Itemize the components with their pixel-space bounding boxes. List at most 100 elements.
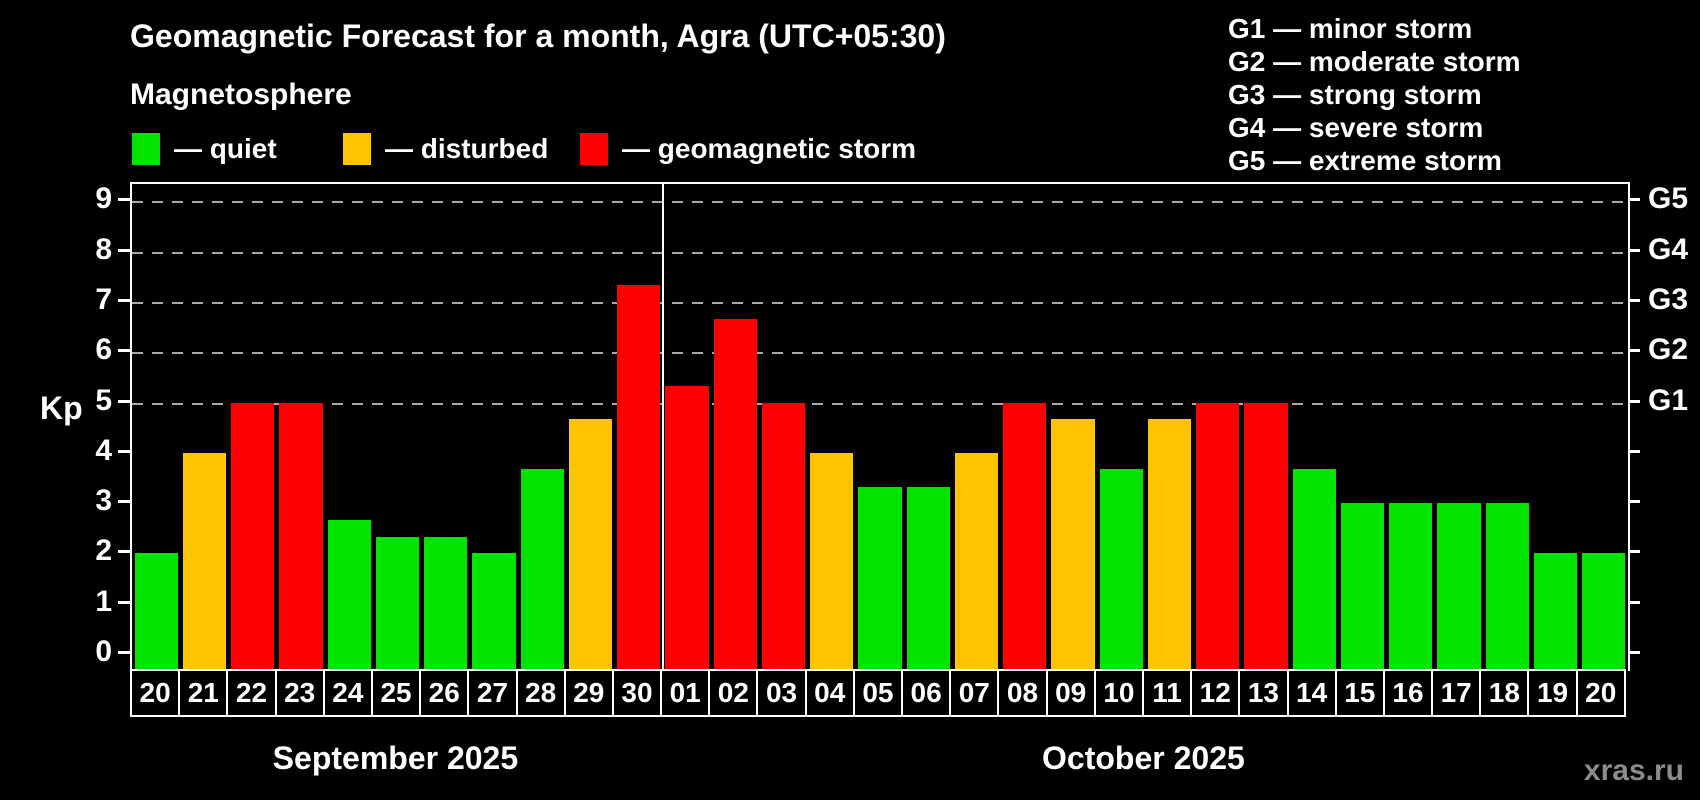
date-cell-07-oct: 07 <box>949 669 1000 717</box>
kp-bar-day-03-oct <box>761 402 806 671</box>
date-cell-12-oct: 12 <box>1190 669 1241 717</box>
right-axis-tick-7 <box>1628 298 1640 302</box>
kp-bar-day-20-sep <box>134 553 178 671</box>
date-cell-22-sep: 22 <box>226 669 277 717</box>
date-cell-21-sep: 21 <box>178 669 229 717</box>
left-axis-tick-4 <box>118 449 130 453</box>
date-cell-04-oct: 04 <box>804 669 855 717</box>
chart-subtitle: Magnetosphere <box>130 78 352 111</box>
date-cell-02-oct: 02 <box>708 669 759 717</box>
date-cell-27-sep: 27 <box>467 669 518 717</box>
right-axis-tick-2 <box>1628 550 1640 554</box>
right-axis-tick-4 <box>1628 449 1640 453</box>
date-cell-08-oct: 08 <box>997 669 1048 717</box>
right-axis-tick-8 <box>1628 248 1640 252</box>
date-axis: 20 21 22 23 24 25 26 27 28 29 30 01 02 03 04 05 06 07 08 09… <box>130 669 1626 717</box>
kp-bar-day-26-sep <box>424 536 468 671</box>
legend-item-disturbed: — disturbed <box>343 133 548 165</box>
date-cell-20-oct: 20 <box>1575 669 1626 717</box>
legend-item-label: — geomagnetic storm <box>622 133 917 164</box>
right-axis-label-g5: G5 <box>1648 182 1689 216</box>
date-cell-30-sep: 30 <box>611 669 663 717</box>
date-cell-17-oct: 17 <box>1431 669 1482 717</box>
left-axis-tick-6 <box>118 349 130 353</box>
kp-bar-day-05-oct <box>858 486 902 671</box>
quiet-color-swatch <box>132 133 160 165</box>
gridline-kp-6 <box>132 352 1628 355</box>
watermark: xras.ru <box>1583 754 1684 787</box>
kp-bar-day-29-sep <box>568 419 613 671</box>
left-axis-tick-9 <box>118 198 130 202</box>
kp-bar-day-11-oct <box>1147 419 1192 671</box>
y-axis-label-9: 9 <box>95 182 112 216</box>
kp-bar-day-23-sep <box>279 402 323 671</box>
kp-bar-day-01-oct <box>665 385 709 671</box>
storm-scale-item-g2: G2 — moderate storm <box>1228 46 1521 77</box>
date-cell-18-oct: 18 <box>1479 669 1530 717</box>
date-cell-09-oct: 09 <box>1045 669 1096 717</box>
y-axis-label-5: 5 <box>95 383 112 417</box>
right-axis-tick-9 <box>1628 198 1640 202</box>
month-label-october: October 2025 <box>1042 740 1245 776</box>
right-axis-label-g2: G2 <box>1648 333 1689 367</box>
left-axis-tick-5 <box>118 399 130 403</box>
date-cell-26-sep: 26 <box>419 669 470 717</box>
left-axis-tick-1 <box>118 600 130 604</box>
y-axis-label-4: 4 <box>95 433 112 467</box>
y-axis-label-6: 6 <box>95 333 112 367</box>
kp-bar-day-17-oct <box>1437 503 1481 671</box>
kp-bar-day-28-sep <box>520 469 564 671</box>
left-axis-tick-0 <box>118 651 130 654</box>
y-axis-label-2: 2 <box>95 534 112 568</box>
right-axis-tick-0 <box>1628 651 1640 654</box>
kp-bar-day-09-oct <box>1051 419 1095 671</box>
right-axis-label-g1: G1 <box>1648 383 1689 417</box>
kp-bar-day-08-oct <box>1003 402 1047 671</box>
kp-bar-day-30-sep <box>617 285 661 671</box>
date-cell-06-oct: 06 <box>901 669 952 717</box>
date-cell-19-oct: 19 <box>1527 669 1578 717</box>
kp-bar-day-07-oct <box>954 452 999 671</box>
left-axis-tick-8 <box>118 248 130 252</box>
legend-item-label: — quiet <box>174 133 277 164</box>
gridline-kp-8 <box>132 251 1628 254</box>
plot-area <box>130 182 1630 671</box>
kp-bar-day-10-oct <box>1099 469 1143 671</box>
date-cell-13-oct: 13 <box>1238 669 1289 717</box>
y-axis-title: Kp <box>40 390 83 426</box>
storm-scale-legend: G1 — minor storm G2 — moderate storm G3 … <box>1228 12 1521 177</box>
disturbed-color-swatch <box>343 133 371 165</box>
kp-bar-day-24-sep <box>327 519 371 671</box>
gridline-kp-9 <box>132 201 1628 204</box>
kp-bar-day-25-sep <box>375 536 420 671</box>
storm-scale-item-g3: G3 — strong storm <box>1228 79 1482 110</box>
date-cell-15-oct: 15 <box>1334 669 1385 717</box>
kp-bar-day-15-oct <box>1340 503 1385 671</box>
kp-bar-day-12-oct <box>1196 402 1240 671</box>
kp-bar-day-16-oct <box>1389 503 1433 671</box>
kp-bar-day-27-sep <box>472 553 516 671</box>
y-axis-label-7: 7 <box>95 282 112 316</box>
storm-color-swatch <box>580 133 608 165</box>
date-cell-25-sep: 25 <box>370 669 422 717</box>
date-cell-20-sep: 20 <box>130 669 181 717</box>
y-axis-label-0: 0 <box>95 635 112 668</box>
kp-bar-day-06-oct <box>906 486 950 671</box>
left-axis-tick-3 <box>118 500 130 504</box>
kp-bar-day-04-oct <box>810 452 854 671</box>
date-cell-05-oct: 05 <box>852 669 903 717</box>
right-axis-tick-6 <box>1628 349 1640 353</box>
storm-scale-item-g5: G5 — extreme storm <box>1228 145 1502 176</box>
kp-bar-day-14-oct <box>1292 469 1336 671</box>
kp-bar-day-18-oct <box>1485 503 1529 671</box>
kp-bar-day-22-sep <box>231 402 275 671</box>
legend-item-quiet: — quiet <box>132 133 277 165</box>
date-cell-11-oct: 11 <box>1141 669 1193 717</box>
date-cell-01-oct: 01 <box>660 669 711 717</box>
right-axis-tick-3 <box>1628 500 1640 504</box>
right-axis-label-g4: G4 <box>1648 232 1689 266</box>
kp-bar-day-13-oct <box>1244 402 1288 671</box>
date-cell-24-sep: 24 <box>322 669 373 717</box>
right-axis-tick-1 <box>1628 600 1640 604</box>
gridline-kp-5 <box>132 402 1628 405</box>
